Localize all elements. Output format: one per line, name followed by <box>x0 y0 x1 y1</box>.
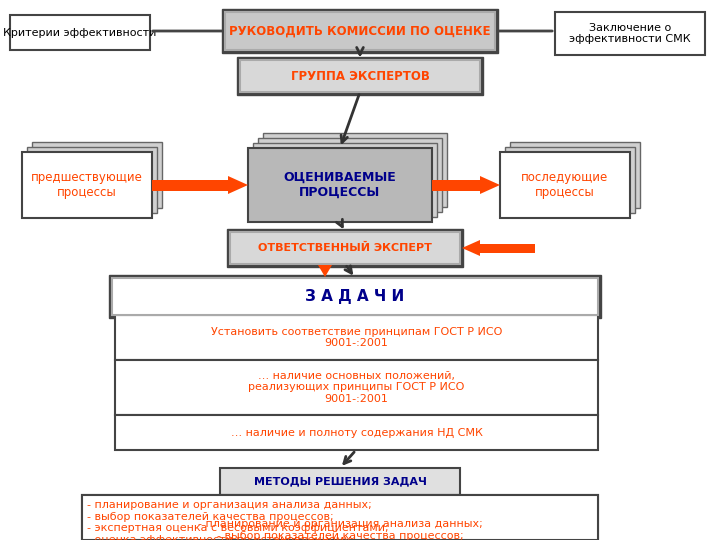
Bar <box>237 57 483 95</box>
Text: предшествующие
процессы: предшествующие процессы <box>31 171 143 199</box>
Bar <box>220 468 460 495</box>
Text: … наличие основных положений,
реализующих принципы ГОСТ Р ИСО
9001-:2001: … наличие основных положений, реализующи… <box>248 371 464 404</box>
Bar <box>27 147 157 213</box>
Text: Установить соответствие принципам ГОСТ Р ИСО
9001-:2001: Установить соответствие принципам ГОСТ Р… <box>211 327 502 348</box>
Bar <box>82 495 598 540</box>
Bar <box>222 9 498 53</box>
Text: - планирование и организация анализа данных;
- выбор показателей качества процес: - планирование и организация анализа дан… <box>87 500 389 540</box>
Text: ОТВЕТСТВЕННЫЙ ЭКСПЕРТ: ОТВЕТСТВЕННЫЙ ЭКСПЕРТ <box>258 243 432 253</box>
Text: последующие
процессы: последующие процессы <box>521 171 608 199</box>
Bar <box>500 152 630 218</box>
Bar <box>82 495 598 540</box>
Polygon shape <box>462 240 480 256</box>
Text: ГРУППА ЭКСПЕРТОВ: ГРУППА ЭКСПЕРТОВ <box>291 70 429 83</box>
Bar <box>152 179 228 191</box>
Polygon shape <box>228 176 248 194</box>
Bar <box>480 244 535 253</box>
Bar <box>115 415 598 450</box>
Text: Заключение о
эффективности СМК: Заключение о эффективности СМК <box>570 23 690 44</box>
Text: - планирование и организация анализа данных;
- выбор показателей качества процес: - планирование и организация анализа дан… <box>189 519 491 540</box>
Bar <box>115 315 598 360</box>
Polygon shape <box>480 176 500 194</box>
Bar <box>240 60 480 92</box>
Bar <box>248 148 432 222</box>
Text: РУКОВОДИТЬ КОМИССИИ ПО ОЦЕНКЕ: РУКОВОДИТЬ КОМИССИИ ПО ОЦЕНКЕ <box>229 24 491 37</box>
Bar <box>258 138 442 212</box>
Bar <box>10 15 150 50</box>
Bar <box>115 360 598 415</box>
Text: … наличие и полноту содержания НД СМК: … наличие и полноту содержания НД СМК <box>230 428 482 437</box>
Bar <box>109 275 601 318</box>
Bar <box>112 278 598 315</box>
Text: Критерии эффективности: Критерии эффективности <box>4 28 157 37</box>
Bar <box>432 179 480 191</box>
Bar <box>227 229 463 267</box>
Bar <box>230 232 460 264</box>
Bar <box>555 12 705 55</box>
Text: ОЦЕНИВАЕМЫЕ
ПРОЦЕССЫ: ОЦЕНИВАЕМЫЕ ПРОЦЕССЫ <box>284 171 397 199</box>
Text: З А Д А Ч И: З А Д А Ч И <box>305 289 405 304</box>
Text: МЕТОДЫ РЕШЕНИЯ ЗАДАЧ: МЕТОДЫ РЕШЕНИЯ ЗАДАЧ <box>253 476 426 487</box>
Polygon shape <box>318 265 332 277</box>
Bar <box>32 142 162 208</box>
Bar <box>22 152 152 218</box>
Bar <box>225 12 495 50</box>
Bar <box>320 265 330 266</box>
Bar <box>263 133 447 207</box>
Bar <box>510 142 640 208</box>
Bar <box>505 147 635 213</box>
Bar <box>253 143 437 217</box>
